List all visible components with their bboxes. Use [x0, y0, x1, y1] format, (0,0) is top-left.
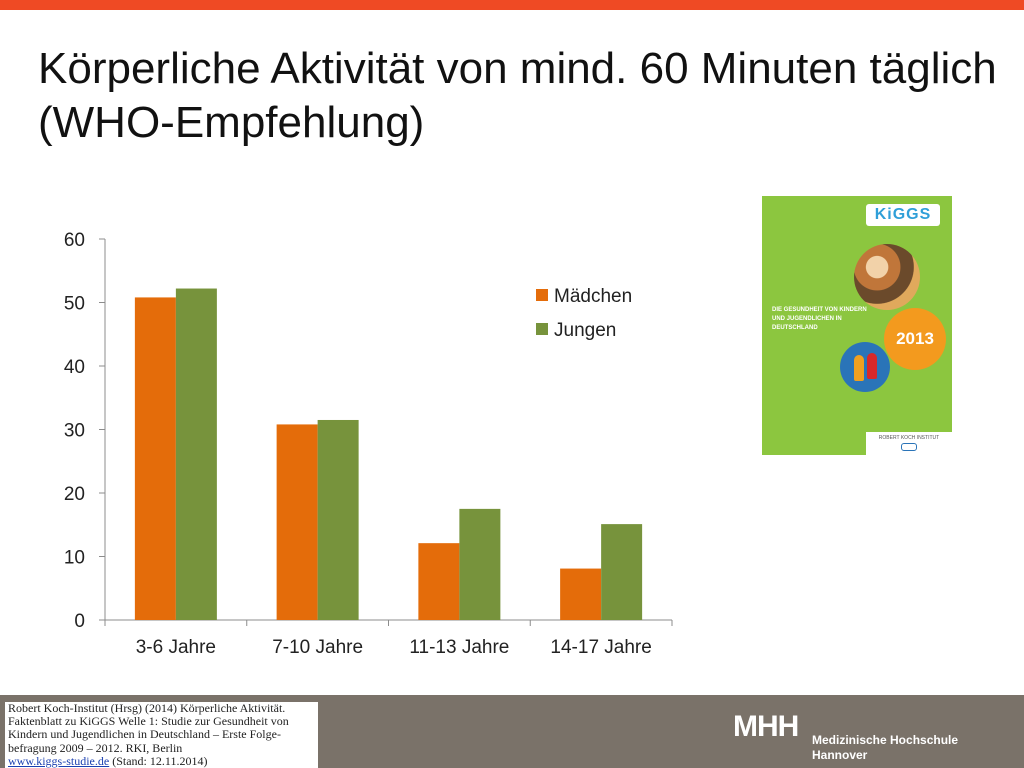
bar-jungen	[317, 419, 359, 620]
institution-line2: Hannover	[812, 748, 868, 762]
y-tick-label: 20	[64, 484, 85, 505]
cover-subtitle: DIE GESUNDHEIT VON KINDERN UND JUGENDLIC…	[772, 307, 867, 331]
institution-name: Medizinische Hochschule Hannover	[812, 733, 958, 763]
legend-label: Jungen	[554, 320, 616, 341]
bar-maedchen	[276, 424, 318, 620]
bar-maedchen	[134, 297, 176, 620]
citation-line: befragung 2009 – 2012. RKI, Berlin	[8, 740, 183, 755]
rki-mark-icon	[901, 443, 917, 451]
mhh-logo: MHH	[733, 710, 799, 743]
kiggs-website-link[interactable]: www.kiggs-studie.de	[8, 753, 110, 768]
y-tick-label: 30	[64, 421, 85, 442]
bar-jungen	[459, 508, 501, 620]
kiggs-report-cover: KiGGS DIE GESUNDHEIT VON KINDERN UND JUG…	[762, 196, 952, 455]
citation-date: (Stand: 12.11.2014)	[109, 753, 208, 768]
citation-line: Kindern und Jugendlichen in Deutschland …	[8, 727, 281, 742]
y-tick-label: 50	[64, 294, 85, 315]
x-tick-label: 11-13 Jahre	[409, 637, 509, 658]
citation-line: Robert Koch-Institut (Hrsg) (2014) Körpe…	[8, 702, 286, 715]
children-photo	[854, 244, 920, 310]
kid-figure	[867, 353, 877, 379]
cover-year-badge: 2013	[884, 308, 946, 370]
y-tick-label: 60	[64, 230, 85, 251]
cover-publisher-label: ROBERT KOCH INSTITUT	[878, 435, 940, 441]
bar-maedchen	[418, 543, 460, 620]
citation-box: Robert Koch-Institut (Hrsg) (2014) Körpe…	[5, 702, 318, 768]
kiggs-logo: KiGGS	[866, 204, 940, 226]
bar-jungen	[175, 288, 217, 620]
bar-jungen	[601, 524, 643, 620]
kid-figure	[854, 355, 864, 381]
y-tick-label: 0	[74, 611, 85, 632]
x-tick-label: 7-10 Jahre	[272, 637, 363, 658]
cover-publisher: ROBERT KOCH INSTITUT	[866, 432, 952, 455]
y-tick-label: 10	[64, 548, 85, 569]
x-tick-label: 3-6 Jahre	[136, 637, 216, 658]
kids-illustration	[840, 342, 890, 392]
legend-swatch	[536, 289, 548, 301]
citation-source-line: www.kiggs-studie.de (Stand: 12.11.2014)	[5, 753, 318, 768]
legend-label: Mädchen	[554, 286, 632, 307]
y-tick-label: 40	[64, 357, 85, 378]
top-accent-bar	[0, 0, 1024, 10]
x-tick-label: 14-17 Jahre	[550, 637, 651, 658]
institution-line1: Medizinische Hochschule	[812, 733, 959, 747]
bar-chart: 0 10 20 30 40 50 60 3-6 Jahre 7-10 Jahre 11-13 Ja…	[64, 230, 673, 658]
slide-title: Körperliche Aktivität von mind. 60 Minut…	[38, 44, 997, 147]
legend-swatch	[536, 323, 548, 335]
citation-line: Faktenblatt zu KiGGS Welle 1: Studie zur…	[8, 714, 289, 729]
bar-maedchen	[560, 568, 602, 620]
